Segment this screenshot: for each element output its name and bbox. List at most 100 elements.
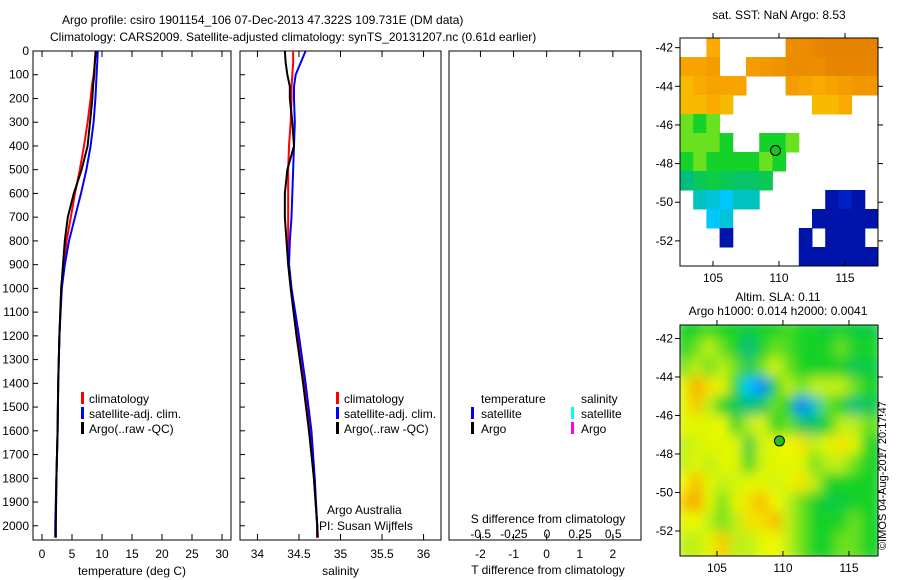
map-cell [746, 190, 760, 210]
map-cell [693, 171, 707, 191]
map-cell [706, 209, 721, 229]
map-cell [838, 95, 853, 115]
map-cell [693, 190, 707, 210]
y-tick-label: 1000 [2, 281, 29, 295]
x-tick-label: 35 [334, 547, 348, 561]
y-tick-label: 1900 [2, 495, 29, 509]
legend-label: satellite [581, 407, 622, 421]
secondary-tick-label: 0.5 [605, 527, 622, 541]
map-cell [693, 114, 707, 134]
legend-label: Argo [581, 422, 607, 436]
map-cell [864, 38, 878, 58]
x-tick-label: 30 [215, 547, 229, 561]
map-cell [851, 38, 866, 58]
map-cell [719, 228, 734, 248]
lat-tick-label: -52 [656, 234, 674, 248]
map-cell [693, 76, 707, 96]
y-tick-label: 100 [9, 68, 29, 82]
map-cell [812, 57, 826, 77]
y-tick-label: 1800 [2, 471, 29, 485]
legend-label: Argo(..raw -QC) [344, 422, 429, 436]
y-tick-label: 1600 [2, 424, 29, 438]
y-tick-label: 900 [9, 258, 29, 272]
legend-swatch [571, 422, 574, 434]
map-cell [680, 152, 694, 172]
argo-position-marker [769, 144, 781, 156]
map-cell [693, 95, 707, 115]
sla_map-grid [680, 325, 878, 556]
sst_map-clipped [680, 38, 878, 266]
lat-tick-label: -46 [656, 118, 674, 132]
x-tick-label: -2 [475, 547, 486, 561]
map-cell [719, 171, 734, 191]
map-cell [772, 57, 787, 77]
title-line-1: Argo profile: csiro 1901154_106 07-Dec-2… [62, 13, 464, 27]
map-cell [759, 57, 773, 77]
map-cell [798, 38, 813, 58]
legend-label: satellite-adj. clim. [89, 407, 181, 421]
map-cell [864, 247, 878, 266]
legend-swatch [81, 407, 84, 419]
map-cell [798, 228, 813, 248]
x-tick-label: 2 [610, 547, 617, 561]
map-cell [706, 152, 721, 172]
map-cell [812, 76, 826, 96]
legend-label: satellite-adj. clim. [344, 407, 436, 421]
lat-tick-label: -50 [656, 195, 674, 209]
x-tick-label: 34 [251, 547, 265, 561]
y-tick-label: 1400 [2, 376, 29, 390]
map-cell [706, 38, 721, 58]
map-cell [719, 152, 734, 172]
map-cell [851, 209, 866, 229]
map-cell [719, 76, 734, 96]
x-tick-label: 20 [155, 547, 169, 561]
legend-swatch [471, 407, 474, 419]
lat-tick-label: -48 [656, 447, 674, 461]
map-cell [838, 76, 853, 96]
map-cell [732, 190, 747, 210]
map-cell [812, 95, 826, 115]
map-cell [825, 76, 839, 96]
y-tick-label: 1200 [2, 329, 29, 343]
series-line-argo---raw--qc- [54, 50, 97, 538]
lat-tick-label: -50 [656, 485, 674, 499]
y-tick-label: 1100 [3, 305, 29, 319]
y-tick-label: 700 [9, 210, 29, 224]
map-cell [706, 114, 721, 134]
map-cell [732, 152, 747, 172]
legend-swatch [336, 407, 339, 419]
legend-title-salinity: salinity [581, 392, 618, 406]
map-cell [785, 133, 800, 153]
map-cell [719, 190, 734, 210]
map-cell [785, 38, 800, 58]
map-cell [825, 95, 839, 115]
lat-tick-label: -48 [656, 157, 674, 171]
map-cell [838, 190, 853, 210]
difference-axes-frame [448, 50, 642, 541]
secondary-tick-label: -0.5 [470, 527, 491, 541]
map-cell [838, 247, 853, 266]
lon-tick-label: 105 [703, 271, 723, 285]
map-cell [851, 228, 866, 248]
sst-map-title: sat. SST: NaN Argo: 8.53 [712, 8, 846, 22]
x-tick-label: 25 [185, 547, 199, 561]
y-tick-label: 300 [9, 115, 29, 129]
y-tick-label: 0 [22, 44, 29, 58]
y-tick-label: 400 [9, 139, 29, 153]
x-tick-label: 0 [543, 547, 550, 561]
lon-tick-label: 110 [773, 561, 792, 575]
map-cell [825, 190, 839, 210]
secondary-tick-label: -0.25 [500, 527, 528, 541]
map-cell [759, 171, 773, 191]
map-cell [772, 152, 787, 172]
map-cell [706, 95, 721, 115]
map-cell [864, 209, 878, 229]
map-cell [706, 57, 721, 77]
map-cell [838, 228, 853, 248]
lat-tick-label: -52 [656, 524, 674, 538]
salinity-axes-frame [239, 50, 442, 541]
legend-label: climatology [89, 392, 149, 406]
map-cell [851, 190, 866, 210]
lat-tick-label: -44 [656, 79, 674, 93]
